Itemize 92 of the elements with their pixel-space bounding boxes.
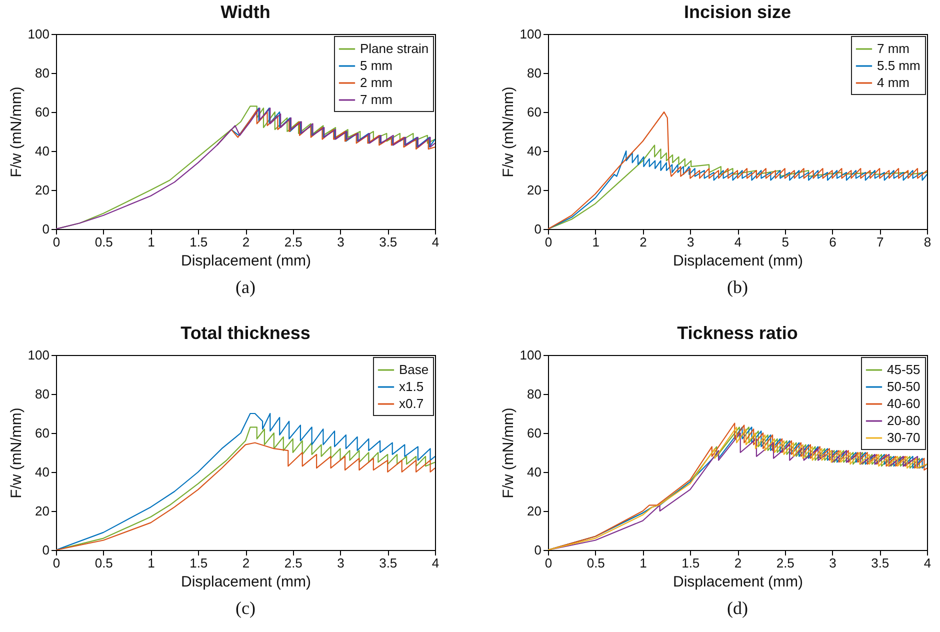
- y-tick-label: 0: [42, 222, 50, 236]
- x-tick-label: 3: [337, 234, 344, 250]
- text: (a): [236, 277, 256, 297]
- x-tick-label: 1.5: [190, 234, 208, 250]
- y-tick-label: 100: [28, 348, 50, 362]
- x-tick-label: 0.5: [586, 556, 605, 570]
- x-tick-label: 1: [148, 556, 155, 570]
- y-tick-label: 100: [520, 348, 542, 362]
- chart-title: Total thickness: [180, 323, 310, 343]
- chart-title: Incision size: [684, 2, 792, 22]
- x-tick-label: 0: [544, 556, 552, 570]
- y-tick-label: 80: [527, 66, 542, 80]
- x-axis-title: Displacement (mm): [180, 252, 312, 270]
- x-tick-label: 1: [640, 556, 647, 570]
- y-tick-label: 20: [35, 182, 50, 198]
- legend-label: Base: [399, 362, 429, 377]
- text: (b): [727, 277, 748, 297]
- x-tick-label: 2.5: [284, 556, 302, 570]
- x-tick-label: 1.5: [190, 556, 208, 570]
- x-tick-label: 2: [640, 234, 647, 250]
- y-axis-title: F/w (mN/mm): [500, 408, 517, 498]
- legend-label: 4 mm: [877, 75, 910, 90]
- y-tick-label: 40: [527, 464, 542, 480]
- legend-label: 30-70: [887, 430, 920, 445]
- x-tick-label: 4: [924, 556, 932, 570]
- x-tick-label: 3: [829, 556, 836, 570]
- legend-label: 20-80: [887, 413, 920, 428]
- x-axis-title: Displacement (mm): [672, 574, 804, 590]
- x-axis-title: Displacement (mm): [180, 574, 312, 590]
- x-tick-label: 1: [148, 234, 155, 250]
- x-tick-label: 0: [52, 556, 60, 570]
- x-tick-label: 0.5: [94, 234, 113, 250]
- x-axis-title: Displacement (mm): [672, 252, 804, 270]
- y-tick-label: 100: [28, 26, 50, 42]
- legend-label: 5 mm: [360, 58, 392, 73]
- text: (c): [236, 598, 256, 618]
- line-series: [548, 111, 927, 229]
- y-tick-label: 20: [527, 504, 542, 518]
- x-tick-label: 3.5: [379, 234, 398, 250]
- x-tick-label: 8: [924, 234, 932, 250]
- y-tick-label: 0: [534, 222, 542, 236]
- text: (d): [727, 598, 748, 618]
- y-tick-label: 40: [527, 144, 542, 158]
- y-tick-label: 60: [35, 426, 50, 440]
- x-tick-label: 2: [734, 556, 742, 570]
- y-tick-label: 0: [42, 542, 50, 558]
- x-tick-label: 4: [432, 234, 440, 250]
- y-tick-label: 60: [527, 104, 542, 120]
- y-axis-title: F/w (mN/mm): [8, 86, 25, 178]
- chart-title: Width: [220, 2, 270, 22]
- legend-label: 50-50: [887, 379, 920, 394]
- y-tick-label: 60: [527, 426, 542, 440]
- x-tick-label: 4: [432, 556, 440, 570]
- legend-label: 7 mm: [360, 92, 392, 107]
- x-tick-label: 0: [52, 234, 60, 250]
- y-tick-label: 60: [35, 104, 50, 120]
- legend-label: 5.5 mm: [877, 58, 920, 73]
- x-tick-label: 5: [782, 234, 789, 250]
- x-tick-label: 0.5: [94, 556, 113, 570]
- y-tick-label: 80: [527, 386, 542, 402]
- x-tick-label: 3: [687, 234, 694, 250]
- x-tick-label: 2: [242, 556, 250, 570]
- legend-label: x0.7: [399, 396, 424, 411]
- y-tick-label: 20: [35, 504, 50, 518]
- chart-title: Tickness ratio: [677, 323, 798, 343]
- legend-label: Plane strain: [360, 41, 429, 56]
- y-tick-label: 100: [520, 26, 542, 42]
- x-tick-label: 1.5: [682, 556, 700, 570]
- x-tick-label: 3: [337, 556, 344, 570]
- y-axis-title: F/w (mN/mm): [500, 86, 517, 178]
- legend-label: 40-60: [887, 396, 920, 411]
- x-tick-label: 4: [734, 234, 742, 250]
- legend-label: 2 mm: [360, 75, 392, 90]
- x-tick-label: 6: [829, 234, 836, 250]
- x-tick-label: 0: [544, 234, 552, 250]
- x-tick-label: 3.5: [379, 556, 398, 570]
- legend-label: 7 mm: [877, 41, 910, 56]
- y-tick-label: 0: [534, 542, 542, 558]
- y-tick-label: 80: [35, 386, 50, 402]
- x-tick-label: 2.5: [776, 556, 794, 570]
- x-tick-label: 2: [242, 234, 250, 250]
- y-tick-label: 80: [35, 66, 50, 80]
- y-axis-title: F/w (mN/mm): [8, 408, 25, 498]
- y-tick-label: 40: [35, 464, 50, 480]
- x-tick-label: 3.5: [871, 556, 890, 570]
- x-tick-label: 2.5: [284, 234, 302, 250]
- legend-label: 45-55: [887, 362, 920, 377]
- x-tick-label: 7: [876, 234, 884, 250]
- y-tick-label: 20: [527, 182, 542, 198]
- y-tick-label: 40: [35, 144, 50, 158]
- x-tick-label: 1: [592, 234, 600, 250]
- legend-label: x1.5: [399, 379, 424, 394]
